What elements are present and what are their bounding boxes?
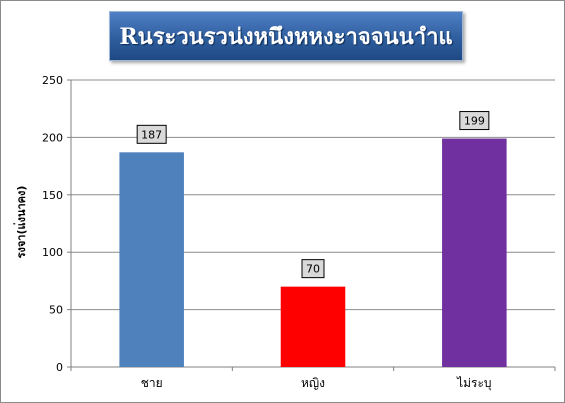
y-tick-label: 250 (42, 74, 63, 87)
x-tick-label: ไม่ระบุ (456, 376, 491, 391)
y-tick-label: 100 (42, 246, 63, 259)
data-label-box (459, 111, 490, 131)
x-tick-label: ชาย (141, 376, 163, 390)
bar (280, 286, 346, 367)
bar (119, 152, 184, 367)
chart-title: Rนระวนรวน่งหนึงหหงะาจจนนาำแ (119, 23, 453, 50)
y-tick-label: 200 (42, 131, 63, 144)
y-tick-label: 150 (42, 189, 63, 202)
data-label: 187 (141, 128, 162, 141)
data-label-box (301, 259, 325, 279)
y-tick-label: 0 (56, 361, 63, 374)
chart-title-box: Rนระวนรวน่งหนึงหหงะาจจนนาำแ (109, 11, 463, 61)
x-tick-label: หญิง (301, 376, 325, 390)
bar (442, 138, 507, 367)
data-label: 70 (306, 263, 320, 276)
y-tick-label: 50 (49, 304, 63, 317)
data-label: 199 (464, 115, 485, 128)
data-label-box (136, 124, 167, 144)
